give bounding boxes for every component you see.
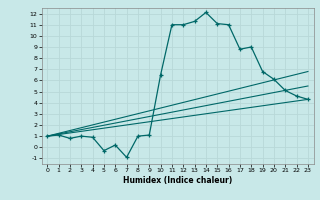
X-axis label: Humidex (Indice chaleur): Humidex (Indice chaleur) <box>123 176 232 185</box>
